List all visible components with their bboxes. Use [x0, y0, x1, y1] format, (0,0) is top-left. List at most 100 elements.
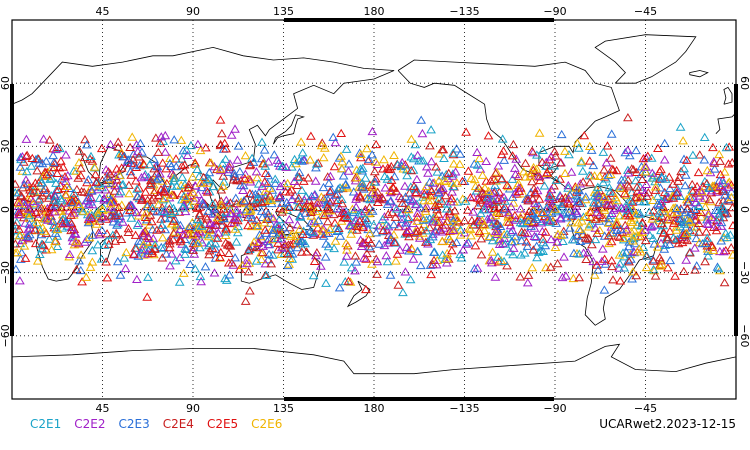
observation-triangle [330, 236, 341, 245]
observation-triangle [346, 229, 356, 238]
observation-triangle [552, 258, 563, 268]
observation-triangle [714, 176, 725, 185]
observation-triangle [591, 207, 602, 217]
observation-triangle [479, 205, 489, 214]
observation-triangle [676, 166, 686, 176]
observation-triangle [412, 212, 423, 221]
observation-triangle [544, 191, 555, 200]
observation-triangle [485, 176, 496, 185]
observation-triangle [125, 142, 135, 151]
observation-triangle [679, 219, 690, 228]
bottom-lon-label: 45 [96, 402, 110, 415]
observation-triangle [284, 202, 295, 211]
observation-triangle [654, 213, 665, 222]
observation-triangle [69, 228, 80, 238]
observation-triangle [624, 211, 635, 220]
observation-triangle [671, 225, 682, 234]
observation-triangle [206, 239, 216, 248]
observation-triangle [191, 202, 202, 211]
observation-triangle [153, 199, 164, 209]
observation-triangle [208, 181, 219, 191]
observation-triangle [404, 225, 414, 234]
observation-triangle [143, 233, 154, 242]
observation-triangle [634, 244, 645, 253]
right-lat-label: −60 [738, 324, 750, 347]
observation-triangle [711, 225, 722, 235]
observation-triangle [30, 225, 40, 234]
observation-triangle [330, 190, 341, 199]
observation-triangle [325, 224, 335, 233]
observation-triangle [101, 178, 112, 187]
observation-triangle [58, 214, 68, 223]
observation-triangle [509, 163, 520, 172]
observation-triangle [693, 200, 704, 209]
observation-triangle [64, 252, 75, 261]
observation-triangle [568, 273, 579, 283]
observation-triangle [682, 235, 692, 245]
observation-triangle [594, 210, 605, 219]
observation-triangle [169, 176, 179, 185]
observation-triangle [642, 151, 653, 160]
observation-triangle [414, 233, 425, 242]
observation-triangle [527, 176, 537, 186]
observation-triangle [659, 155, 670, 164]
observation-triangle [490, 210, 501, 220]
observation-triangle [455, 149, 466, 158]
observation-triangle [361, 254, 371, 263]
observation-triangle [556, 230, 566, 239]
observation-triangle [128, 154, 138, 164]
observation-triangle [176, 135, 187, 144]
observation-triangle [468, 220, 479, 229]
observation-triangle [106, 211, 116, 220]
observation-triangle [343, 166, 354, 175]
observation-triangle [421, 162, 432, 171]
bottom-lon-label: 90 [186, 402, 200, 415]
observation-triangle [74, 146, 85, 155]
observation-triangle [660, 194, 670, 203]
observation-triangle [268, 228, 278, 238]
observation-triangle [86, 151, 96, 160]
observation-triangle [24, 210, 34, 220]
observation-triangle [117, 180, 127, 189]
observation-triangle [27, 153, 38, 162]
observation-triangle [354, 216, 365, 225]
observation-triangle [38, 134, 49, 143]
right-lat-label: 30 [738, 139, 750, 153]
observation-triangle [464, 223, 475, 232]
observation-triangle [264, 183, 275, 192]
observation-triangle [253, 179, 264, 188]
observation-triangle [612, 195, 622, 205]
observation-triangle [287, 249, 298, 258]
observation-triangle [311, 159, 322, 168]
observation-triangle [604, 218, 614, 227]
observation-triangle [87, 245, 98, 255]
observation-triangle [321, 278, 331, 287]
observation-triangle [243, 220, 253, 230]
observation-triangle [668, 209, 678, 219]
observation-triangle [50, 192, 61, 201]
observation-triangle [700, 257, 710, 266]
observation-triangle [113, 202, 124, 211]
observation-triangle [381, 220, 392, 229]
observation-triangle [676, 214, 687, 223]
observation-triangle [598, 147, 609, 156]
observation-triangle [28, 198, 39, 208]
observation-triangle [603, 231, 614, 240]
observation-triangle [700, 176, 710, 186]
observation-triangle [119, 152, 130, 161]
observation-triangle [259, 177, 270, 186]
observation-triangle [434, 149, 445, 158]
observation-triangle [105, 169, 116, 178]
observation-triangle [54, 163, 65, 172]
observation-triangle [230, 124, 240, 133]
observation-triangle [61, 150, 71, 159]
observation-triangle [662, 194, 673, 203]
observation-triangle [124, 180, 134, 189]
observation-triangle [215, 115, 226, 124]
observation-triangle [708, 142, 718, 152]
observation-triangle [32, 256, 43, 265]
observation-triangle [131, 140, 142, 149]
observation-triangle [625, 215, 636, 225]
observation-triangle [592, 182, 603, 191]
observation-triangle [21, 134, 32, 143]
